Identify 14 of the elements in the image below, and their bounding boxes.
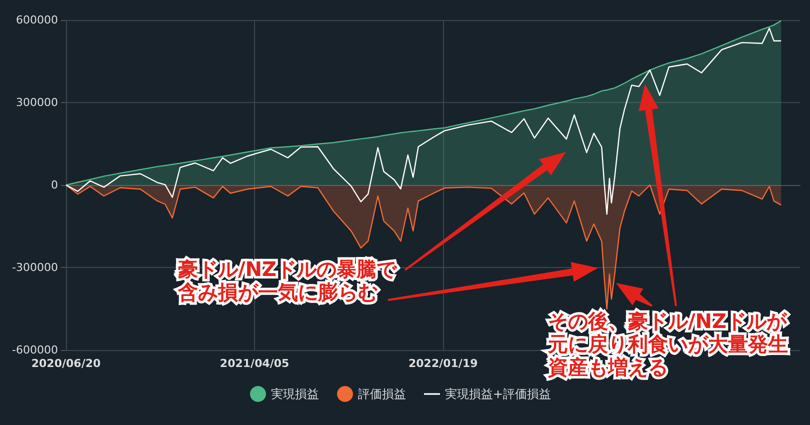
annotation: その後、豪ドル/NZドルが元に戻り利食いが大量発生資産も増える [548, 309, 789, 379]
x-tick-label: 2020/06/20 [31, 357, 101, 370]
annotation: 豪ドル/NZドルの暴騰で含み損が一気に膨らむ [178, 257, 398, 304]
legend-label: 実現損益+評価損益 [445, 387, 552, 401]
x-tick-label: 2022/01/19 [408, 357, 478, 370]
y-tick-label: 300000 [16, 96, 58, 109]
line-series [65, 28, 782, 215]
y-tick-label: -300000 [12, 261, 58, 274]
legend-label: 実現損益 [271, 387, 319, 401]
legend-label: 評価損益 [358, 387, 406, 401]
x-tick-label: 2021/04/05 [220, 357, 290, 370]
y-tick-label: 600000 [16, 14, 58, 26]
y-tick-label: -600000 [12, 344, 58, 356]
y-tick-label: 0 [51, 178, 58, 192]
